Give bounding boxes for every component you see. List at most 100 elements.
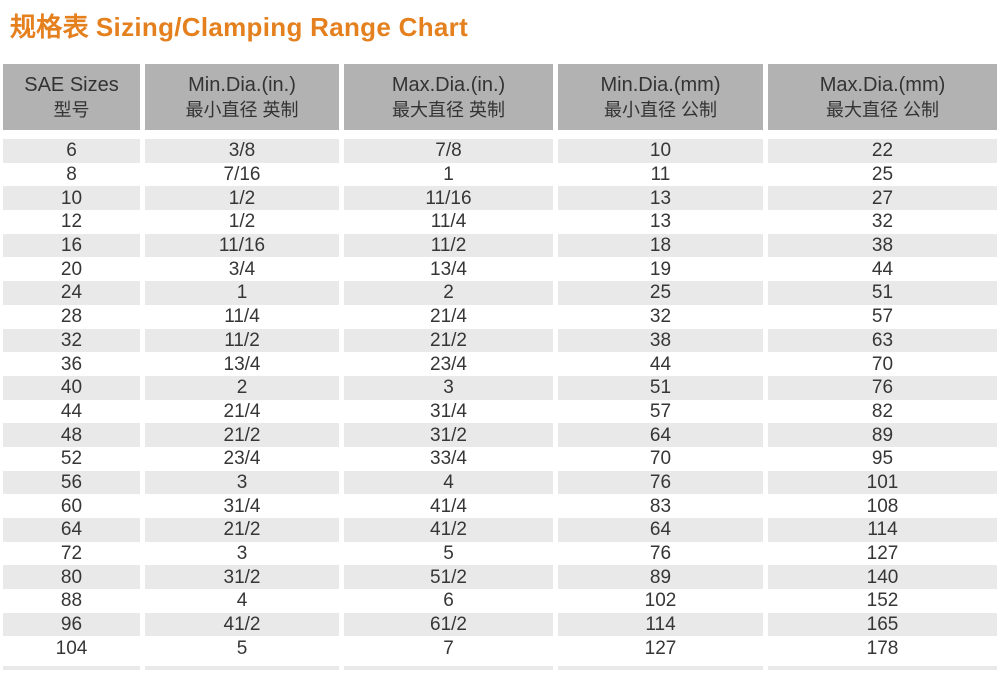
column-header-label-en: Max.Dia.(in.) [391, 74, 506, 96]
table-cell: 40 [3, 375, 140, 400]
table-cell: 44 [649, 353, 672, 375]
table-cell: 83 [649, 495, 672, 517]
table-cell: 33/4 [430, 448, 467, 470]
table-cell: 3 [344, 375, 553, 400]
table-cell: 63 [768, 328, 997, 353]
partial-cell [558, 666, 763, 671]
table-row: 8 7/16 1 11 25 [3, 163, 1000, 187]
table-cell: 13/4 [430, 258, 467, 280]
table-cell: 88 [60, 590, 83, 612]
table-cell: 28 [60, 306, 83, 328]
table-cell: 11/16 [145, 233, 339, 258]
table-cell: 152 [866, 590, 899, 612]
table-cell: 13 [558, 186, 763, 211]
table-cell: 41/2 [145, 612, 339, 637]
table-cell: 114 [558, 612, 763, 637]
table-cell: 22 [768, 139, 997, 163]
table-row: 48 21/2 31/2 64 89 [3, 423, 1000, 447]
table-row: 20 3/4 13/4 19 44 [3, 257, 1000, 281]
column-header-label-en: Max.Dia.(mm) [819, 74, 946, 96]
partial-row-sliver [3, 666, 1000, 671]
column-header-max-dia-in: Max.Dia.(in.) 最大直径 英制 [344, 64, 553, 130]
table-cell: 56 [3, 470, 140, 495]
table-cell: 52 [60, 448, 83, 470]
table-cell: 25 [871, 164, 894, 186]
table-cell: 96 [3, 612, 140, 637]
table-cell: 32 [3, 328, 140, 353]
table-cell: 38 [768, 233, 997, 258]
table-cell: 64 [558, 518, 763, 542]
table-cell: 108 [866, 495, 899, 517]
table-cell: 23/4 [223, 448, 261, 470]
table-cell: 51 [768, 281, 997, 305]
partial-cell [3, 666, 140, 671]
table-cell: 11/2 [344, 233, 553, 258]
table-cell: 140 [768, 565, 997, 590]
table-cell: 24 [3, 281, 140, 305]
table-cell: 1 [145, 281, 339, 305]
page-title: 规格表 Sizing/Clamping Range Chart [10, 9, 1000, 45]
column-header-min-dia-mm: Min.Dia.(mm) 最小直径 公制 [558, 64, 763, 130]
table-cell: 60 [60, 495, 83, 517]
table-cell: 11 [650, 164, 671, 186]
table-cell: 21/4 [430, 306, 467, 328]
table-cell: 18 [558, 233, 763, 258]
table-cell: 11/4 [430, 211, 467, 233]
table-cell: 5 [443, 543, 454, 565]
column-header-label-zh: 型号 [53, 100, 90, 120]
page-title-zh: 规格表 [10, 12, 89, 42]
table-row: 96 41/2 61/2 114 165 [3, 612, 1000, 637]
column-header-min-dia-in: Min.Dia.(in.) 最小直径 英制 [145, 64, 339, 130]
table-cell: 21/2 [145, 423, 339, 447]
table-cell: 89 [558, 565, 763, 590]
table-cell: 57 [871, 306, 894, 328]
column-header-max-dia-mm: Max.Dia.(mm) 最大直径 公制 [768, 64, 997, 130]
table-cell: 20 [60, 258, 83, 280]
table-cell: 21/4 [223, 400, 261, 422]
table-row: 6 3/8 7/8 10 22 [3, 139, 1000, 163]
table-cell: 7 [443, 637, 454, 659]
column-header-label-zh: 最小直径 公制 [603, 100, 717, 120]
table-row: 44 21/4 31/4 57 82 [3, 400, 1000, 424]
table-cell: 51/2 [344, 565, 553, 590]
column-header-label-zh: 最小直径 英制 [185, 100, 299, 120]
sizing-table: SAE Sizes 型号 Min.Dia.(in.) 最小直径 英制 Max.D… [3, 64, 1000, 671]
table-row: 52 23/4 33/4 70 95 [3, 447, 1000, 471]
table-cell: 4 [344, 470, 553, 495]
table-cell: 89 [768, 423, 997, 447]
table-header-row: SAE Sizes 型号 Min.Dia.(in.) 最小直径 英制 Max.D… [3, 64, 1000, 130]
table-cell: 4 [236, 590, 248, 612]
table-row: 104 5 7 127 178 [3, 636, 1000, 660]
table-cell: 44 [871, 258, 894, 280]
table-cell: 64 [3, 518, 140, 542]
column-header-label-en: Min.Dia.(mm) [600, 74, 721, 96]
table-cell: 95 [871, 448, 894, 470]
table-cell: 36 [60, 353, 83, 375]
table-cell: 10 [558, 139, 763, 163]
table-cell: 114 [768, 518, 997, 542]
table-cell: 76 [649, 543, 672, 565]
table-cell: 3 [236, 543, 248, 565]
partial-cell [344, 666, 553, 671]
table-cell: 7/8 [344, 139, 553, 163]
table-cell: 11/2 [145, 328, 339, 353]
table-cell: 61/2 [344, 612, 553, 637]
table-cell: 2 [145, 375, 339, 400]
table-cell: 31/4 [430, 400, 467, 422]
table-cell: 23/4 [430, 353, 467, 375]
table-cell: 80 [3, 565, 140, 590]
table-cell: 1/2 [145, 186, 339, 211]
table-row: 72 3 5 76 127 [3, 542, 1000, 566]
table-cell: 32 [871, 211, 894, 233]
partial-cell [145, 666, 339, 671]
table-row: 64 21/2 41/2 64 114 [3, 518, 1000, 542]
table-cell: 82 [871, 400, 894, 422]
table-cell: 48 [3, 423, 140, 447]
table-cell: 12 [60, 211, 83, 233]
table-row: 32 11/2 21/2 38 63 [3, 328, 1000, 353]
table-cell: 6 [443, 590, 454, 612]
page-title-en: Sizing/Clamping Range Chart [95, 12, 469, 42]
table-cell: 31/2 [145, 565, 339, 590]
table-cell: 70 [649, 448, 672, 470]
table-cell: 70 [871, 353, 894, 375]
